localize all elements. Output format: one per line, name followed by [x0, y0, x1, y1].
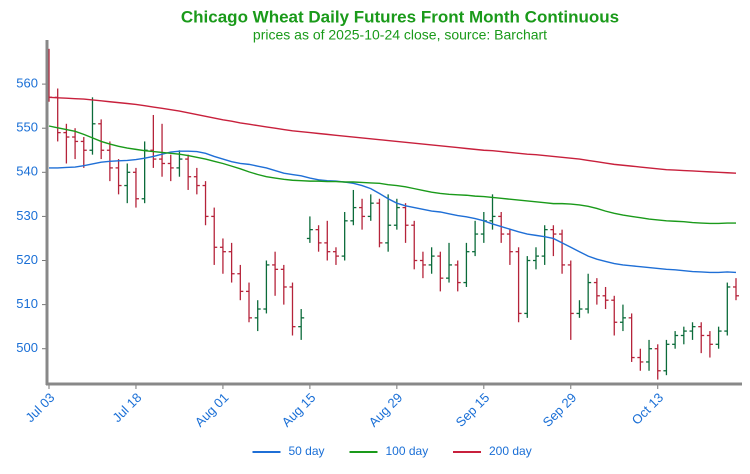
y-tick-label: 530: [16, 208, 38, 223]
x-tick-label: Aug 01: [192, 390, 232, 430]
x-tick-label: Jul 03: [22, 390, 57, 425]
x-tick-label: Aug 29: [366, 390, 406, 430]
y-tick-label: 500: [16, 340, 38, 355]
chart-subtitle: prices as of 2025-10-24 close, source: B…: [253, 27, 547, 43]
x-tick-label: Jul 18: [109, 390, 144, 425]
moving-average-line: [48, 96, 737, 174]
y-tick-label: 520: [16, 252, 38, 267]
y-tick-label: 510: [16, 296, 38, 311]
legend-label: 100 day: [386, 444, 429, 458]
y-tick-label: 550: [16, 120, 38, 135]
x-tick-label: Sep 29: [540, 390, 580, 430]
legend-label: 200 day: [489, 444, 532, 458]
y-tick-label: 560: [16, 76, 38, 91]
moving-average-line: [48, 125, 736, 225]
x-tick-label: Aug 15: [279, 390, 319, 430]
y-tick-label: 540: [16, 164, 38, 179]
chart-title: Chicago Wheat Daily Futures Front Month …: [181, 7, 619, 26]
x-tick-label: Sep 15: [453, 390, 493, 430]
moving-average-line: [49, 150, 737, 274]
legend-label: 50 day: [289, 444, 325, 458]
x-tick-label: Oct 13: [629, 390, 667, 428]
